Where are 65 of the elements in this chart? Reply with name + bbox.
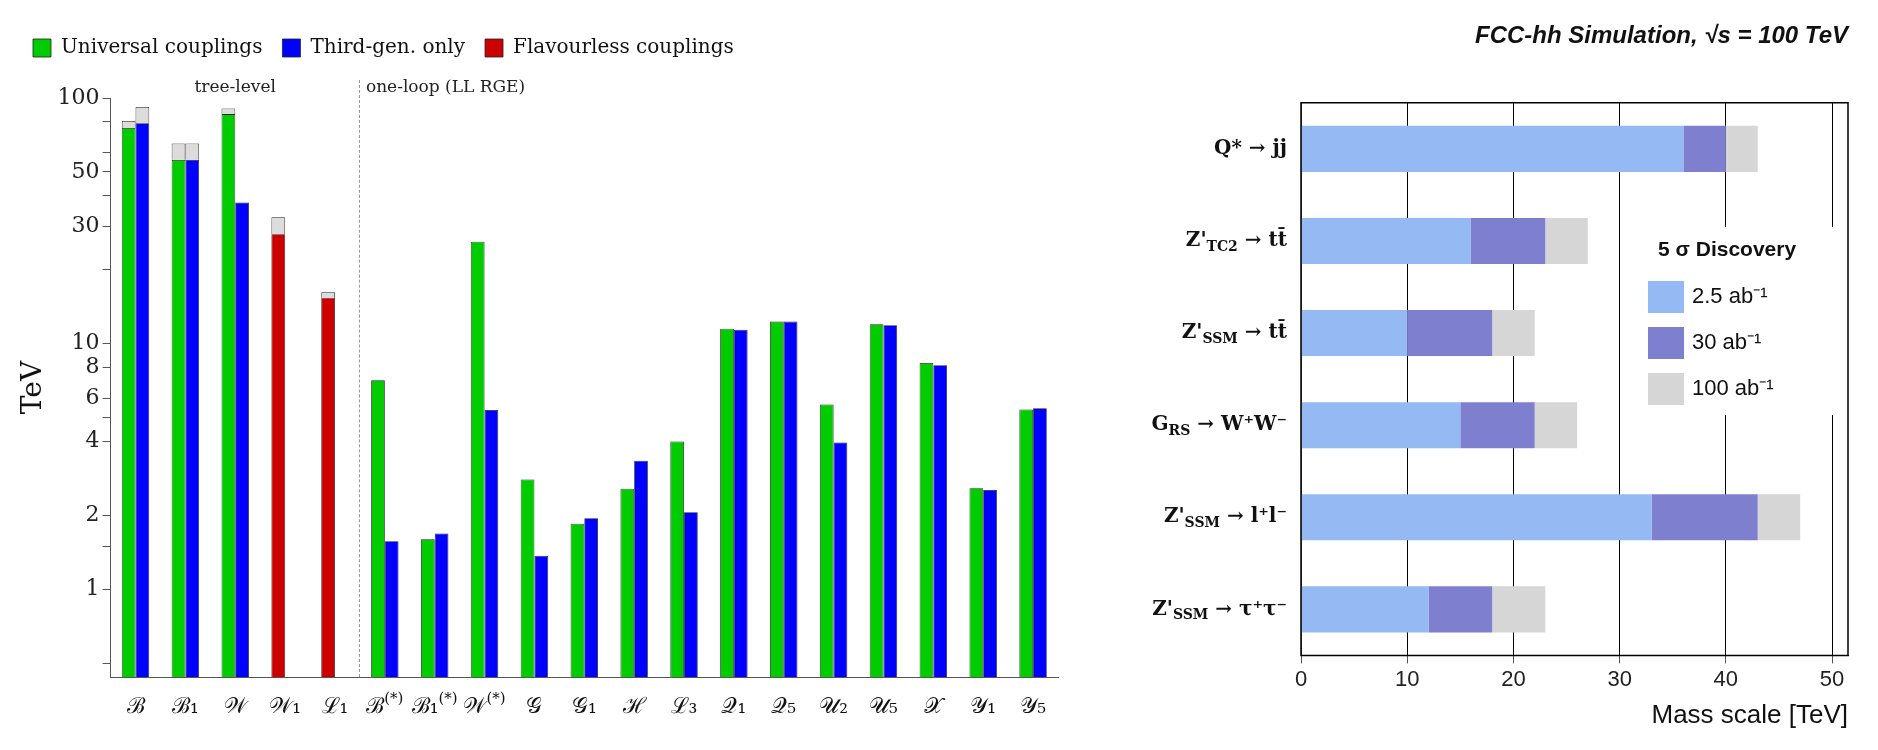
bar — [1301, 125, 1684, 172]
x-tick-label: 10 — [1394, 665, 1420, 691]
bar — [1301, 402, 1461, 449]
legend-label: 2.5 ab⁻¹ — [1692, 283, 1768, 309]
y-tick-label: 2 — [85, 501, 100, 527]
legend-title: 5 σ Discovery — [1658, 236, 1797, 260]
y-tick-label: 100 — [57, 83, 100, 109]
y-tick-label: 1 — [85, 575, 100, 601]
legend-label: Flavourless couplings — [513, 34, 734, 59]
bar — [1757, 494, 1801, 541]
x-tick-label: 𝒳 — [923, 692, 946, 718]
text: tree-level — [194, 75, 276, 96]
x-tick-label: 𝒴₁ — [970, 692, 997, 718]
bar — [1407, 310, 1493, 357]
y-tick-label: 8 — [85, 353, 100, 379]
x-tick-label: ℬ₁ — [171, 692, 199, 718]
y-tick-label: 50 — [71, 157, 100, 183]
x-tick-label: 𝒰₅ — [869, 692, 898, 718]
bar — [1301, 586, 1429, 633]
bar — [1301, 217, 1471, 264]
x-tick-label: 0 — [1294, 665, 1308, 691]
bar — [1492, 310, 1535, 357]
x-tick-label: ℬ — [126, 692, 146, 718]
x-tick-label: 𝒰₂ — [819, 692, 849, 718]
x-tick-label: 20 — [1501, 665, 1526, 691]
bar — [1683, 125, 1726, 172]
x-tick-label: 𝒬₁ — [721, 692, 747, 718]
x-tick-label: ℒ₁ — [321, 692, 349, 718]
bar — [1545, 217, 1588, 264]
bar — [1534, 402, 1578, 449]
bar — [1428, 586, 1493, 633]
y-tick-label: 30 — [71, 212, 100, 238]
x-tick-label: 40 — [1713, 665, 1739, 691]
bar — [1460, 402, 1535, 449]
y-axis-title: TeV — [15, 360, 49, 415]
x-tick-label: 50 — [1819, 665, 1845, 691]
legend-label: 30 ab⁻¹ — [1692, 329, 1762, 355]
legend-label: Universal couplings — [61, 34, 263, 59]
chart-title: FCC-hh Simulation, √s = 100 TeV — [1474, 21, 1850, 49]
y-tick-label: 4 — [85, 427, 100, 453]
x-tick-label: 𝒲(*) — [463, 688, 506, 718]
bar — [1492, 586, 1546, 633]
bar — [1470, 217, 1546, 264]
x-tick-label: ℬ₁(*) — [411, 688, 458, 718]
bar — [1301, 310, 1408, 357]
y-tick-label: Q* → jj — [1213, 135, 1288, 160]
x-tick-label: 𝒬₅ — [771, 692, 797, 718]
x-tick-label: 𝒲 — [223, 692, 249, 718]
x-tick-label: ℋ — [621, 692, 647, 718]
legend-label: 100 ab⁻¹ — [1692, 375, 1774, 401]
x-tick-label: ℬ(*) — [366, 688, 404, 718]
y-tick-label: 6 — [85, 383, 100, 409]
x-axis-title: Mass scale [TeV] — [1651, 698, 1848, 729]
bar — [1651, 494, 1758, 541]
y-tick-label: 10 — [71, 329, 100, 355]
text: one-loop (LL RGE) — [365, 75, 526, 96]
bar — [1725, 125, 1758, 172]
bar — [1301, 494, 1652, 541]
x-tick-label: 𝒢 — [526, 692, 543, 718]
x-tick-label: 𝒴₅ — [1020, 692, 1046, 718]
legend-label: Third-gen. only — [310, 34, 466, 59]
x-tick-label: 𝒲₁ — [269, 692, 302, 718]
x-tick-label: 30 — [1607, 665, 1632, 691]
x-tick-label: ℒ₃ — [670, 692, 698, 718]
x-tick-label: 𝒢₁ — [571, 692, 597, 718]
